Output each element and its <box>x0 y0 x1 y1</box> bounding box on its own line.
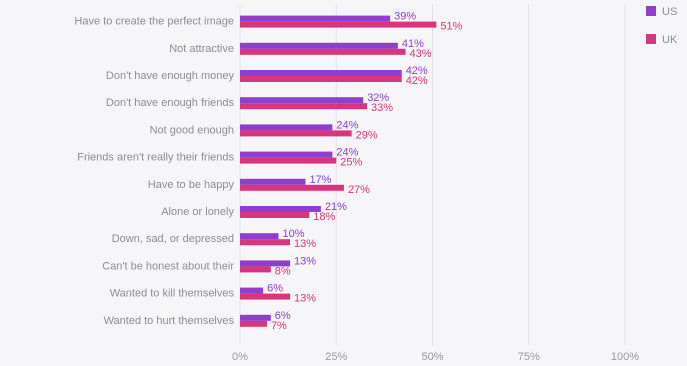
category-label: Wanted to hurt themselves <box>104 315 235 327</box>
bar-us <box>240 70 402 76</box>
bar-us <box>240 206 321 212</box>
category-label: Don't have enough friends <box>106 97 235 109</box>
data-label-uk: 51% <box>440 21 462 33</box>
category-label: Have to create the perfect image <box>74 16 234 28</box>
legend-swatch-uk <box>646 34 656 44</box>
data-label-us: 41% <box>402 38 424 50</box>
x-tick-label: 50% <box>421 351 443 363</box>
bar-us <box>240 314 271 321</box>
bar-uk <box>240 293 291 300</box>
legend-label-us: US <box>662 6 677 18</box>
bar-us <box>240 287 264 294</box>
bar-uk <box>240 212 310 218</box>
bar-uk <box>240 21 437 28</box>
x-tick-label: 25% <box>325 351 347 363</box>
bar-us <box>240 151 333 158</box>
category-label: Have to be happy <box>148 179 235 191</box>
legend-swatch-us <box>646 6 656 16</box>
data-label-us: 6% <box>267 283 283 295</box>
category-label: Alone or lonely <box>161 206 234 218</box>
data-label-us: 6% <box>275 310 291 322</box>
legend-label-uk: UK <box>662 34 678 46</box>
data-label-us: 21% <box>325 201 347 213</box>
bar-us <box>240 124 333 131</box>
category-label: Friends aren't really their friends <box>77 152 234 164</box>
bar-uk <box>240 48 406 55</box>
category-label: Not good enough <box>150 124 234 136</box>
category-label: Wanted to kill themselves <box>110 288 235 300</box>
bar-us <box>240 42 398 49</box>
bar-uk <box>240 76 402 82</box>
bar-us <box>240 97 364 104</box>
data-label-us: 39% <box>394 11 416 23</box>
bar-us <box>240 260 291 267</box>
bar-uk <box>240 184 344 191</box>
data-label-uk: 7% <box>271 320 287 332</box>
data-label-us: 13% <box>294 255 316 267</box>
data-label-uk: 43% <box>410 48 432 60</box>
category-label: Can't be honest about their <box>102 260 234 272</box>
data-label-uk: 13% <box>294 293 316 305</box>
data-label-us: 24% <box>336 119 358 131</box>
bar-uk <box>240 103 368 110</box>
category-label: Not attractive <box>169 43 234 55</box>
bar-uk <box>240 266 271 273</box>
bar-uk <box>240 130 352 137</box>
category-label: Don't have enough money <box>106 70 235 82</box>
data-label-us: 10% <box>283 228 305 240</box>
data-label-us: 24% <box>336 147 358 159</box>
bar-us <box>240 15 391 22</box>
data-label-us: 17% <box>309 174 331 186</box>
bar-uk <box>240 239 291 246</box>
bar-uk <box>240 157 337 164</box>
data-label-us: 42% <box>406 65 428 77</box>
data-label-uk: 13% <box>294 238 316 250</box>
data-label-uk: 25% <box>340 157 362 169</box>
category-label: Down, sad, or depressed <box>112 233 234 245</box>
bar-us <box>240 233 279 240</box>
data-label-uk: 42% <box>406 75 428 87</box>
data-label-uk: 29% <box>356 129 378 141</box>
data-label-uk: 18% <box>313 211 335 223</box>
x-tick-label: 75% <box>518 351 540 363</box>
data-label-uk: 8% <box>275 265 291 277</box>
x-tick-label: 100% <box>611 351 639 363</box>
bar-uk <box>240 320 267 327</box>
data-label-us: 32% <box>367 92 389 104</box>
data-label-uk: 27% <box>348 184 370 196</box>
data-label-uk: 33% <box>371 102 393 114</box>
bar-us <box>240 178 306 185</box>
x-tick-label: 0% <box>232 351 248 363</box>
